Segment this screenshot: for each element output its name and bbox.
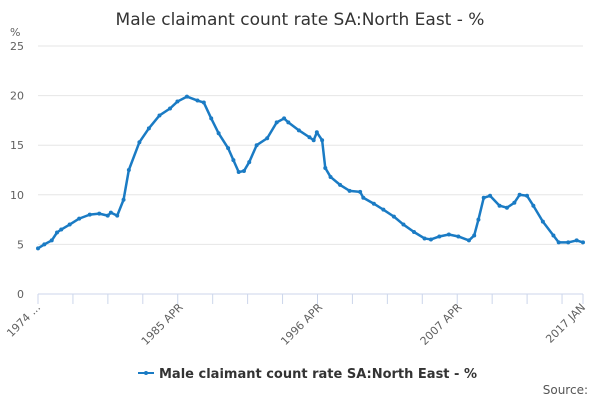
data-point[interactable] [77, 216, 82, 221]
data-point[interactable] [401, 222, 406, 227]
data-point[interactable] [201, 100, 206, 105]
data-point[interactable] [105, 213, 110, 218]
x-tick-label: 2007 APR [418, 301, 465, 348]
data-point[interactable] [307, 135, 312, 140]
legend-label: Male claimant count rate SA:North East -… [159, 367, 477, 382]
legend[interactable]: Male claimant count rate SA:North East -… [138, 367, 477, 382]
data-point[interactable] [456, 234, 461, 239]
x-tick-label: 2017 JAN [543, 301, 588, 346]
data-point[interactable] [282, 116, 287, 121]
data-point[interactable] [446, 232, 451, 237]
data-point[interactable] [67, 222, 72, 227]
x-tick-label: 1985 APR [139, 301, 186, 348]
source-label[interactable]: Source: [543, 383, 588, 397]
x-axis: 1974 ... 1985 APR 1996 APR 2007 APR 2017 JAN [4, 293, 588, 348]
data-point[interactable] [328, 174, 333, 179]
data-point[interactable] [551, 233, 556, 238]
data-point[interactable] [168, 106, 173, 111]
data-point[interactable] [121, 197, 126, 202]
data-point[interactable] [481, 195, 486, 200]
data-point[interactable] [531, 203, 536, 208]
data-point[interactable] [472, 233, 477, 238]
data-point[interactable] [574, 238, 579, 243]
data-point[interactable] [126, 168, 131, 172]
y-tick-label: 0 [17, 288, 24, 301]
y-axis-label: % [10, 26, 20, 39]
data-point[interactable] [296, 128, 301, 133]
data-point[interactable] [175, 99, 180, 104]
data-point[interactable] [265, 136, 270, 141]
data-point[interactable] [566, 240, 571, 245]
data-point[interactable] [274, 120, 279, 125]
data-point[interactable] [323, 166, 328, 171]
data-point[interactable] [42, 242, 47, 247]
data-point[interactable] [428, 237, 433, 242]
data-point[interactable] [512, 200, 517, 205]
data-point[interactable] [488, 193, 493, 198]
data-point[interactable] [286, 120, 291, 125]
data-point[interactable] [209, 116, 214, 121]
data-point[interactable] [108, 210, 113, 215]
data-point[interactable] [412, 230, 417, 234]
data-point[interactable] [231, 158, 236, 163]
data-point[interactable] [157, 113, 162, 118]
data-point[interactable] [422, 236, 427, 241]
data-point[interactable] [236, 169, 241, 174]
data-point[interactable] [247, 160, 252, 165]
data-point[interactable] [581, 240, 585, 245]
legend-marker-icon [144, 371, 148, 375]
data-point[interactable] [517, 192, 522, 197]
data-point[interactable] [226, 146, 231, 151]
data-point[interactable] [241, 168, 246, 173]
data-point[interactable] [59, 227, 64, 232]
gridlines [38, 45, 583, 245]
data-point[interactable] [391, 214, 396, 219]
data-point[interactable] [466, 238, 471, 243]
series-group [36, 94, 585, 251]
data-point[interactable] [338, 182, 343, 187]
data-point[interactable] [371, 201, 376, 206]
data-point[interactable] [476, 217, 481, 222]
x-tick-label: 1996 APR [278, 301, 325, 348]
data-point[interactable] [137, 140, 142, 145]
data-point[interactable] [497, 203, 502, 208]
series-line [37, 95, 584, 250]
data-point[interactable] [97, 211, 102, 216]
data-point[interactable] [36, 246, 40, 251]
y-tick-label: 15 [10, 139, 24, 152]
data-point[interactable] [437, 234, 442, 239]
data-point[interactable] [311, 138, 316, 143]
data-point[interactable] [146, 126, 151, 131]
data-point[interactable] [49, 238, 54, 243]
data-point[interactable] [525, 193, 530, 198]
data-point[interactable] [358, 189, 363, 194]
data-point[interactable] [87, 212, 92, 217]
y-tick-label: 10 [10, 189, 24, 202]
y-tick-label: 25 [10, 40, 24, 53]
data-point[interactable] [540, 219, 545, 224]
data-point[interactable] [556, 240, 561, 245]
data-point[interactable] [216, 131, 221, 136]
data-point[interactable] [314, 130, 319, 135]
data-point[interactable] [115, 213, 120, 218]
data-point[interactable] [320, 138, 325, 143]
chart-title: Male claimant count rate SA:North East -… [116, 10, 485, 30]
x-tick-label: 1974 ... [4, 301, 43, 340]
data-point[interactable] [381, 207, 386, 212]
data-point[interactable] [55, 230, 60, 235]
data-point[interactable] [184, 94, 189, 99]
data-point[interactable] [195, 98, 200, 103]
data-point[interactable] [361, 195, 366, 200]
data-point[interactable] [347, 188, 352, 193]
y-tick-label: 20 [10, 90, 24, 103]
data-point[interactable] [504, 205, 509, 210]
y-tick-label: 5 [17, 238, 24, 251]
data-point[interactable] [254, 143, 259, 148]
y-axis: 0 5 10 15 20 25 [10, 40, 24, 301]
